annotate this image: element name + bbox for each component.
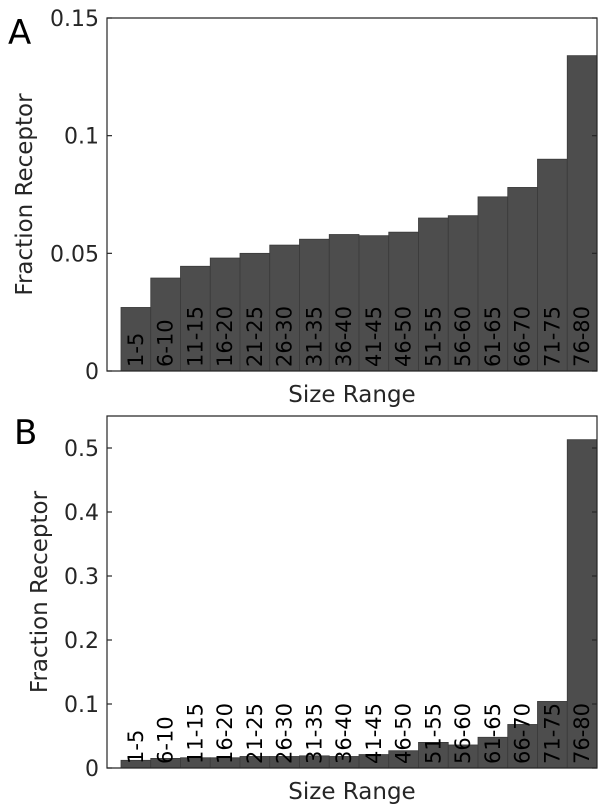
- bar-76-80: [566, 55, 598, 372]
- bar-56-60: [447, 215, 479, 372]
- bar-61-65: [477, 736, 509, 769]
- panel-label: B: [14, 413, 37, 453]
- category-label: 36-40: [332, 703, 356, 764]
- category-label: 41-45: [362, 306, 386, 367]
- category-label: 76-80: [570, 703, 594, 764]
- y-tick-label: 0: [85, 360, 99, 385]
- bar-36-40: [328, 234, 360, 372]
- y-tick-label: 0.05: [50, 242, 99, 267]
- category-label: 31-35: [302, 306, 326, 367]
- category-label: 61-65: [481, 306, 505, 367]
- category-label: 6-10: [154, 319, 178, 367]
- x-axis-label: Size Range: [288, 382, 415, 408]
- category-label: 76-80: [570, 306, 594, 367]
- category-label: 36-40: [332, 306, 356, 367]
- category-label: 56-60: [451, 306, 475, 367]
- y-tick-label: 0.1: [64, 693, 99, 718]
- y-tick-label: 0.3: [64, 565, 99, 590]
- bar-46-50: [388, 231, 419, 372]
- chart-panel-b: 1-5 6-10 11-15 16-20 21-25 26-30 31-35 36-40 41-…: [14, 413, 598, 805]
- y-axis-label: Fraction Receptor: [27, 490, 53, 693]
- category-label: 46-50: [392, 703, 416, 764]
- category-label: 6-10: [154, 716, 178, 764]
- y-tick-label: 0.1: [64, 125, 99, 150]
- category-label: 66-70: [511, 703, 535, 764]
- category-label: 26-30: [273, 306, 297, 367]
- category-label: 71-75: [540, 306, 564, 367]
- panel-label: A: [8, 13, 31, 53]
- category-label: 41-45: [362, 703, 386, 764]
- bar-26-30: [269, 244, 300, 372]
- category-label: 31-35: [302, 703, 326, 764]
- category-label: 16-20: [213, 306, 237, 367]
- category-label: 1-5: [124, 730, 148, 764]
- category-label: 71-75: [540, 703, 564, 764]
- y-tick-label: 0.2: [64, 629, 99, 654]
- category-label: 11-15: [183, 306, 207, 367]
- y-tick-label: 0.15: [50, 7, 99, 32]
- bar-1-5: [120, 307, 152, 372]
- y-tick-label: 0: [85, 757, 99, 782]
- y-tick-label: 0.5: [64, 437, 99, 462]
- chart-panel-a: 1-5 6-10 11-15 16-20 21-25 26-30 31-35 36-40 41-…: [8, 7, 598, 408]
- category-label: 16-20: [213, 703, 237, 764]
- x-axis-label: Size Range: [288, 779, 415, 805]
- category-label: 61-65: [481, 703, 505, 764]
- category-label: 46-50: [392, 306, 416, 367]
- bar-6-10: [150, 277, 181, 372]
- category-label: 51-55: [421, 703, 445, 764]
- bar-66-70: [507, 724, 538, 769]
- y-axis-label: Fraction Receptor: [12, 93, 38, 296]
- category-label: 11-15: [183, 703, 207, 764]
- category-label: 1-5: [124, 333, 148, 367]
- category-label: 21-25: [243, 306, 267, 367]
- category-label: 56-60: [451, 703, 475, 764]
- bar-66-70: [507, 187, 538, 372]
- category-label: 26-30: [273, 703, 297, 764]
- y-tick-label: 0.4: [64, 501, 99, 526]
- category-label: 51-55: [421, 306, 445, 367]
- category-label: 66-70: [511, 306, 535, 367]
- category-label: 21-25: [243, 703, 267, 764]
- bar-11-15: [180, 265, 211, 372]
